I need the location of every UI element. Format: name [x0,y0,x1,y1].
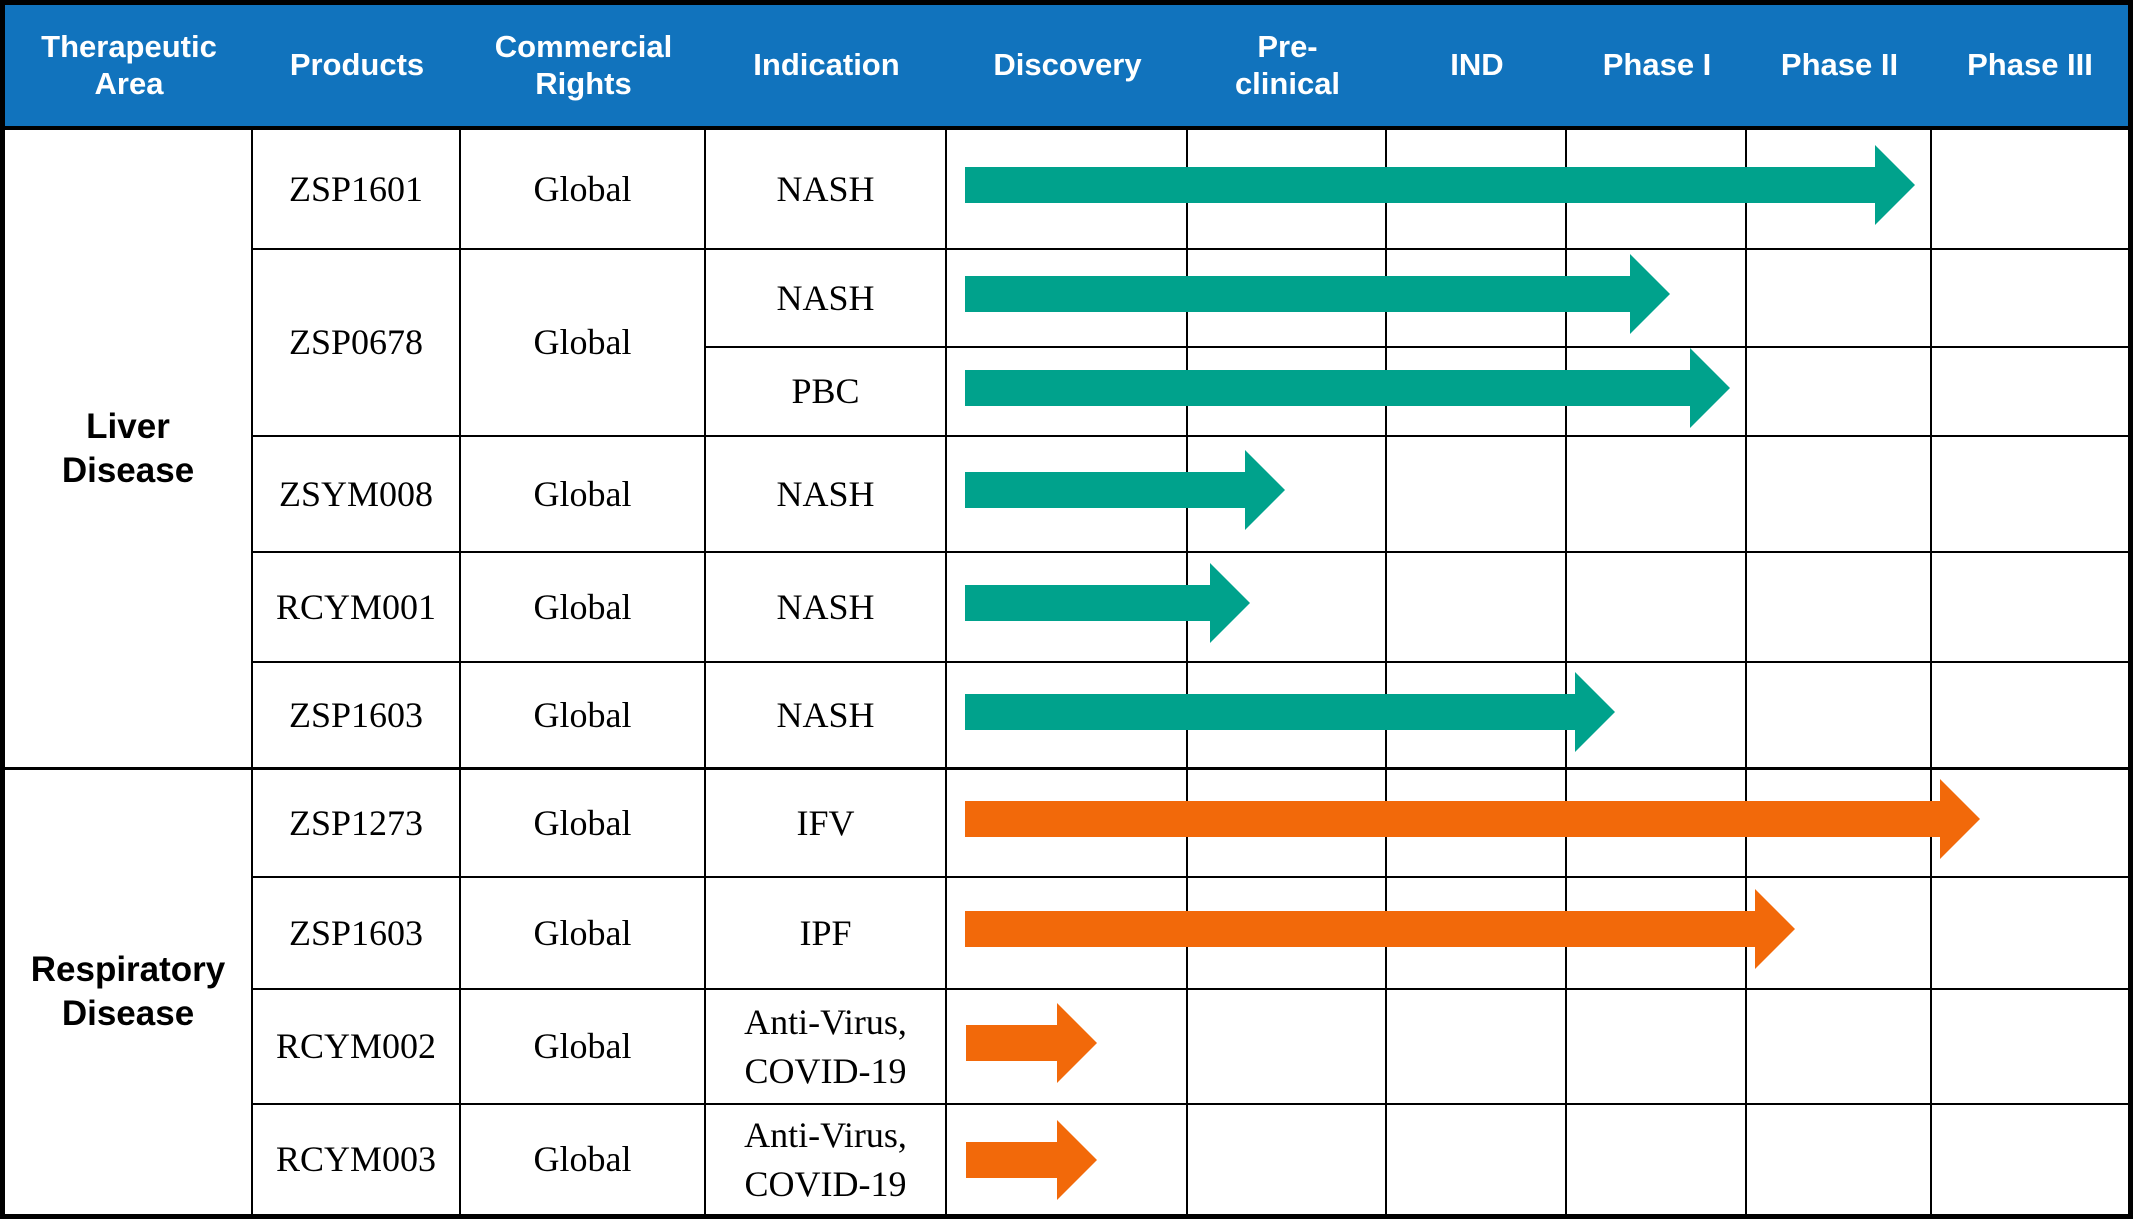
header-preclinical: Pre- clinical [1188,5,1387,130]
indication-cell: IFV [706,770,947,878]
area-liver-disease: Liver Disease [5,130,253,770]
rights-cell: Global [461,770,706,878]
rights-cell: Global [461,553,706,663]
indication-cell: NASH [706,663,947,770]
product-cell: RCYM003 [253,1105,461,1214]
product-cell: RCYM002 [253,990,461,1105]
indication-cell: Anti-Virus, COVID-19 [706,990,947,1105]
stage-cell [1747,990,1932,1105]
pipeline-arrow [965,348,1730,428]
header-therapeutic-area: Therapeutic Area [5,5,253,130]
header-ind: IND [1387,5,1567,130]
product-cell: ZSYM008 [253,437,461,553]
stage-cell [1567,1105,1747,1214]
header-phase-1: Phase I [1567,5,1747,130]
indication-cell: PBC [706,348,947,437]
header-products: Products [253,5,461,130]
stage-cell [1932,437,2128,553]
header-phase-2: Phase II [1747,5,1932,130]
area-respiratory-disease: Respiratory Disease [5,770,253,1214]
indication-cell: NASH [706,250,947,348]
pipeline-arrow [965,672,1615,752]
stage-cell [1387,437,1567,553]
stage-cell [1387,990,1567,1105]
stage-cell [1747,348,1932,437]
header-discovery: Discovery [947,5,1188,130]
header-indication: Indication [706,5,947,130]
product-cell: ZSP1603 [253,663,461,770]
stage-cell [1932,990,2128,1105]
stage-cell [1567,990,1747,1105]
indication-cell: IPF [706,878,947,990]
product-cell: ZSP1603 [253,878,461,990]
pipeline-arrow [965,450,1285,530]
stage-cell [1932,348,2128,437]
stage-cell [1747,250,1932,348]
indication-cell: NASH [706,437,947,553]
indication-cell: Anti-Virus, COVID-19 [706,1105,947,1214]
stage-cell [1747,663,1932,770]
pipeline-arrow [965,779,1980,859]
rights-cell: Global [461,663,706,770]
stage-cell [1932,878,2128,990]
stage-cell [1567,553,1747,663]
pipeline-arrow [965,254,1670,334]
stage-cell [1188,1105,1387,1214]
product-cell: ZSP1601 [253,130,461,250]
pipeline-arrow [965,563,1250,643]
stage-cell [1567,437,1747,553]
pipeline-arrow [966,1003,1097,1083]
product-cell: ZSP0678 [253,250,461,437]
stage-cell [1747,553,1932,663]
header-phase-3: Phase III [1932,5,2128,130]
pipeline-arrow [965,889,1795,969]
stage-cell [1188,990,1387,1105]
rights-cell: Global [461,1105,706,1214]
product-cell: RCYM001 [253,553,461,663]
stage-cell [1387,553,1567,663]
pipeline-arrow [965,145,1915,225]
stage-cell [1932,250,2128,348]
stage-cell [1747,437,1932,553]
stage-cell [1387,1105,1567,1214]
rights-cell: Global [461,437,706,553]
header-commercial-rights: Commercial Rights [461,5,706,130]
rights-cell: Global [461,878,706,990]
stage-cell [1932,553,2128,663]
rights-cell: Global [461,990,706,1105]
pipeline-arrow [966,1120,1097,1200]
indication-cell: NASH [706,130,947,250]
stage-cell [1932,1105,2128,1214]
rights-cell: Global [461,130,706,250]
stage-cell [1932,130,2128,250]
rights-cell: Global [461,250,706,437]
stage-cell [1932,663,2128,770]
indication-cell: NASH [706,553,947,663]
product-cell: ZSP1273 [253,770,461,878]
stage-cell [1747,1105,1932,1214]
